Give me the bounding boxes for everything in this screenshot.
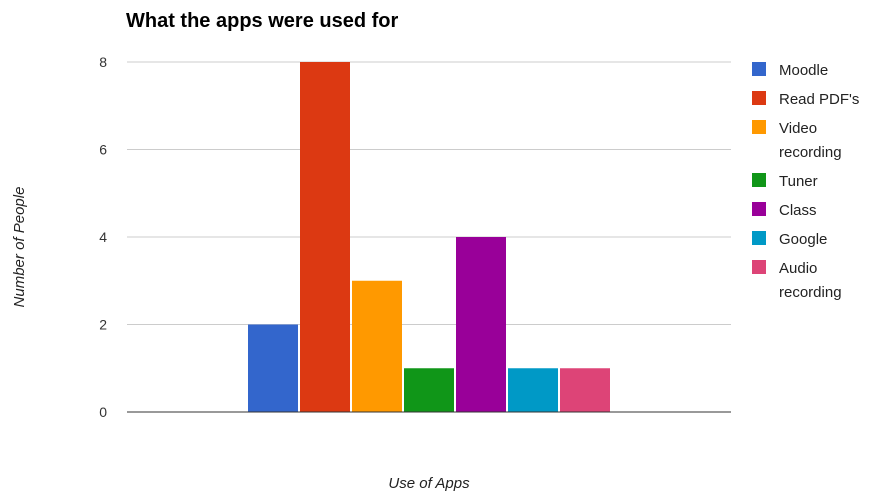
legend-swatch: [752, 91, 766, 105]
legend-swatch: [752, 260, 766, 274]
legend-label: Audio recording: [779, 260, 842, 301]
x-axis-title: Use of Apps: [388, 475, 470, 492]
legend-swatch: [752, 231, 766, 245]
legend-label: Tuner: [779, 173, 818, 190]
bar: [560, 368, 610, 412]
legend-label: Class: [779, 202, 817, 219]
y-tick-label: 2: [99, 317, 107, 333]
legend-label: Google: [779, 231, 827, 248]
y-tick-label: 8: [99, 54, 107, 70]
bar: [508, 368, 558, 412]
bar: [456, 237, 506, 412]
legend-label: Video recording: [779, 120, 842, 161]
bars: [248, 62, 610, 412]
bar: [352, 280, 402, 412]
bar: [248, 324, 298, 412]
y-tick-label: 0: [99, 404, 107, 420]
y-axis-title: Number of People: [11, 187, 28, 308]
legend: Moodle Read PDF's Video recording Tuner Class…: [752, 62, 859, 301]
legend-swatch: [752, 120, 766, 134]
chart-title: What the apps were used for: [126, 10, 398, 32]
legend-swatch: [752, 202, 766, 216]
legend-label: Read PDF's: [779, 91, 859, 108]
y-tick-label: 4: [99, 229, 107, 245]
bar: [300, 62, 350, 412]
gridlines: [127, 61, 731, 325]
bar: [404, 368, 454, 412]
legend-swatch: [752, 173, 766, 187]
legend-label: Moodle: [779, 62, 828, 79]
y-axis-ticks: 0 2 4 6 8: [99, 54, 107, 420]
y-tick-label: 6: [99, 142, 107, 158]
legend-swatch: [752, 62, 766, 76]
